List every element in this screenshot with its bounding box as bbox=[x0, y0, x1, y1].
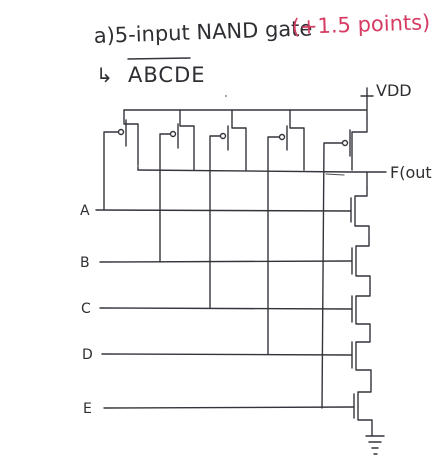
ground-symbol bbox=[365, 435, 385, 455]
input-label-b: B bbox=[80, 255, 90, 271]
vdd-symbol bbox=[360, 87, 374, 97]
output-tick bbox=[325, 173, 345, 176]
input-label-d: D bbox=[82, 347, 93, 363]
nmos-transistor-a bbox=[350, 187, 370, 239]
pmos-transistor-c bbox=[209, 109, 247, 309]
boolean-expression: ABCDE bbox=[128, 63, 206, 87]
nmos-transistor-c bbox=[351, 287, 371, 337]
input-line-d bbox=[101, 353, 353, 356]
vdd-label: VDD bbox=[376, 81, 412, 100]
overbar bbox=[127, 57, 191, 60]
nmos-transistor-b bbox=[351, 237, 371, 289]
pmos-transistor-e bbox=[321, 117, 368, 409]
sketch-dot bbox=[137, 165, 139, 167]
sketch-dot bbox=[225, 95, 227, 97]
input-label-a: A bbox=[80, 203, 90, 219]
input-label-c: C bbox=[81, 301, 91, 317]
nmos-transistor-d bbox=[351, 335, 372, 385]
pmos-transistor-d bbox=[267, 109, 305, 355]
points-annotation: (+1.5 points) bbox=[291, 10, 430, 39]
pmos-transistor-b bbox=[159, 109, 195, 263]
input-label-e: E bbox=[83, 401, 92, 417]
arrow-glyph: ↳ bbox=[96, 63, 113, 87]
input-line-e bbox=[103, 406, 355, 409]
input-line-b bbox=[99, 260, 353, 263]
question-title: a)5-input NAND gate bbox=[93, 16, 312, 48]
output-node bbox=[137, 169, 387, 189]
vdd-rail bbox=[123, 95, 368, 119]
nmos-transistor-e bbox=[353, 383, 373, 437]
input-line-a bbox=[95, 209, 352, 212]
pmos-transistor-a bbox=[103, 109, 139, 211]
output-label: F(out bbox=[390, 163, 432, 182]
input-line-c bbox=[99, 307, 353, 310]
